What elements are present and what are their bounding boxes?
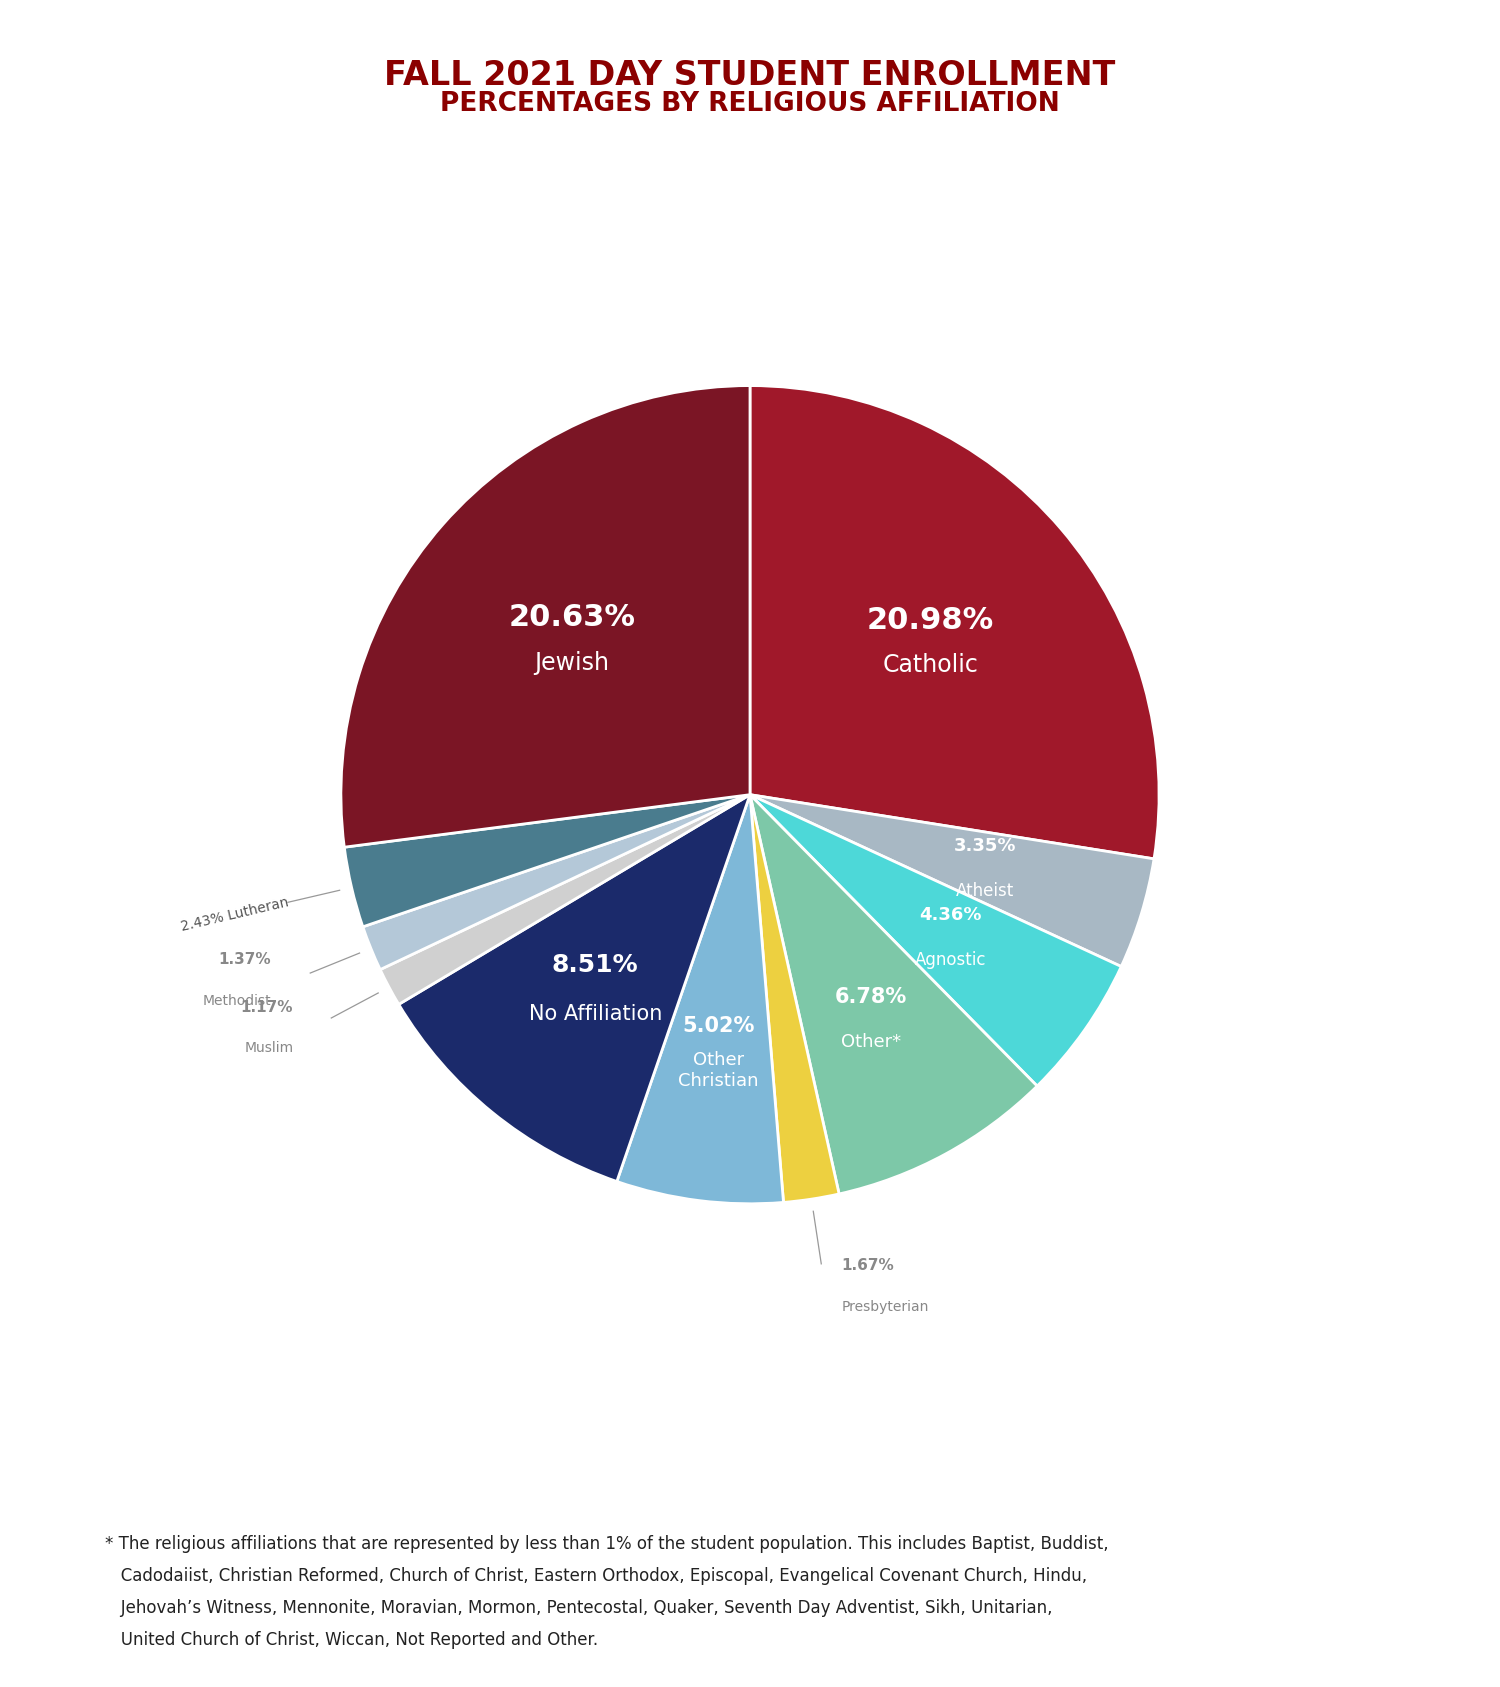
Text: Muslim: Muslim xyxy=(244,1041,294,1054)
Wedge shape xyxy=(750,795,1036,1194)
Text: 6.78%: 6.78% xyxy=(836,987,908,1007)
Text: * The religious affiliations that are represented by less than 1% of the student: * The religious affiliations that are re… xyxy=(105,1535,1109,1650)
Wedge shape xyxy=(750,795,1120,1086)
Text: Other
Christian: Other Christian xyxy=(678,1051,759,1090)
Wedge shape xyxy=(380,795,750,1004)
Text: Presbyterian: Presbyterian xyxy=(842,1299,928,1314)
Text: Catholic: Catholic xyxy=(882,653,978,676)
Wedge shape xyxy=(750,795,839,1203)
Wedge shape xyxy=(399,795,750,1181)
Text: Jewish: Jewish xyxy=(534,651,609,675)
Wedge shape xyxy=(616,795,783,1205)
Text: 3.35%: 3.35% xyxy=(954,837,1016,855)
Text: Methodist: Methodist xyxy=(202,994,272,1007)
Wedge shape xyxy=(363,795,750,970)
Wedge shape xyxy=(345,795,750,926)
Text: 4.36%: 4.36% xyxy=(920,906,982,924)
Text: 1.37%: 1.37% xyxy=(219,951,272,967)
Wedge shape xyxy=(750,386,1160,859)
Text: 2.43% Lutheran: 2.43% Lutheran xyxy=(180,896,290,935)
Text: PERCENTAGES BY RELIGIOUS AFFILIATION: PERCENTAGES BY RELIGIOUS AFFILIATION xyxy=(440,91,1060,116)
Text: 20.98%: 20.98% xyxy=(867,606,994,634)
Text: 1.67%: 1.67% xyxy=(842,1259,894,1274)
Text: 5.02%: 5.02% xyxy=(682,1016,754,1036)
Wedge shape xyxy=(750,795,1154,967)
Text: Atheist: Atheist xyxy=(956,882,1014,899)
Text: No Affiliation: No Affiliation xyxy=(528,1004,662,1024)
Text: Agnostic: Agnostic xyxy=(915,951,987,970)
Text: 1.17%: 1.17% xyxy=(242,1000,294,1014)
Text: 20.63%: 20.63% xyxy=(509,602,636,633)
Wedge shape xyxy=(340,386,750,847)
Text: Other*: Other* xyxy=(842,1032,902,1051)
Text: FALL 2021 DAY STUDENT ENROLLMENT: FALL 2021 DAY STUDENT ENROLLMENT xyxy=(384,59,1116,93)
Text: 8.51%: 8.51% xyxy=(552,953,639,977)
